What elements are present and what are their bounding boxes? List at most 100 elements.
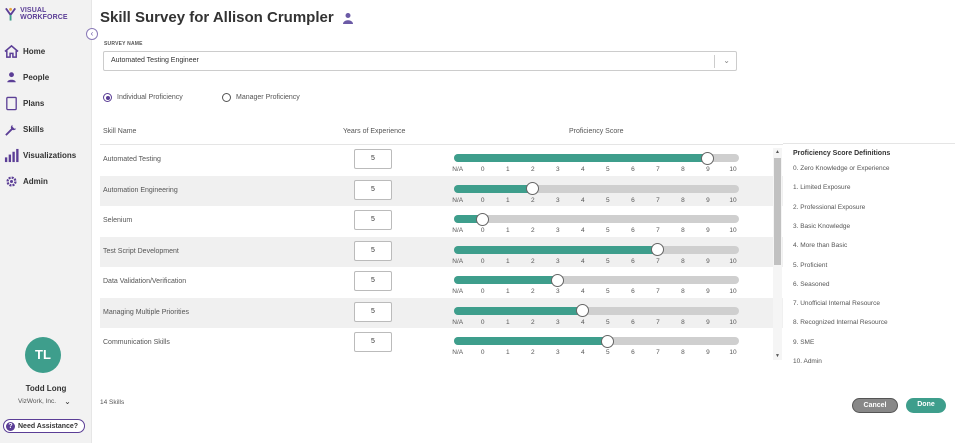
need-assistance-button[interactable]: ? Need Assistance? (3, 419, 85, 433)
proficiency-slider[interactable] (454, 212, 739, 226)
tick-label: 3 (556, 196, 560, 204)
skills-icon (5, 124, 17, 136)
tick-label: 6 (631, 166, 635, 173)
slider-track[interactable] (454, 306, 739, 315)
sidebar-item-visualizations[interactable]: Visualizations (0, 142, 92, 168)
slider-track[interactable] (454, 215, 739, 223)
survey-name-select[interactable]: Automated Testing Engineer ⌄ (103, 51, 737, 71)
tick-label: 4 (581, 288, 585, 295)
proficiency-slider[interactable] (454, 182, 739, 195)
tick-label: 5 (606, 257, 610, 265)
slider-thumb[interactable] (576, 304, 590, 317)
done-button[interactable]: Done (906, 398, 946, 413)
tick-label: 1 (505, 227, 510, 234)
tick-label: 7 (656, 227, 660, 234)
need-assistance-label: Need Assistance? (18, 422, 79, 430)
tick-label: 2 (530, 166, 535, 173)
tick-label: 5 (606, 318, 610, 326)
plans-icon (6, 96, 17, 110)
tick-label: 4 (581, 257, 585, 265)
scroll-down-icon[interactable]: ▼ (775, 353, 780, 359)
skill-name: Test Script Development (103, 247, 179, 255)
skill-name: Managing Multiple Priorities (103, 308, 189, 316)
years-experience-input[interactable]: 5 (354, 271, 392, 291)
tick-label: 9 (706, 166, 710, 173)
tick-label: 6 (631, 227, 635, 234)
sidebar-item-plans[interactable]: Plans (0, 90, 92, 116)
brand[interactable]: VISUAL WORKFORCE (4, 6, 91, 22)
collapse-sidebar-button[interactable]: ‹ (86, 28, 98, 40)
tick-label: 9 (706, 196, 710, 204)
survey-name-value: Automated Testing Engineer (111, 57, 199, 64)
tick-label: 0 (480, 257, 485, 265)
table-row: Data Validation/Verification 5 N/A 0 1 2 3 4 5 6 7… (100, 267, 783, 298)
definitions-title: Proficiency Score Definitions (793, 150, 891, 157)
years-experience-input[interactable]: 5 (354, 240, 392, 261)
slider-thumb[interactable] (476, 212, 490, 226)
tick-label: 0 (480, 166, 485, 173)
proficiency-slider[interactable] (454, 243, 739, 256)
tick-label: 4 (581, 227, 585, 234)
cancel-button[interactable]: Cancel (852, 398, 898, 413)
sidebar-item-home[interactable]: Home (0, 38, 92, 64)
org-selector[interactable]: VizWork, Inc. ⌄ (18, 397, 71, 406)
definition-item: 5. Proficient (793, 261, 828, 269)
definition-item: 3. Basic Knowledge (793, 222, 851, 230)
tick-label: 9 (706, 227, 710, 234)
skills-scrollbar[interactable]: ▲ ▼ (773, 148, 782, 360)
tick-label: 10 (729, 227, 737, 234)
table-row: Test Script Development 5 N/A 0 1 2 3 4 5 6 7 8 9 10 (100, 236, 783, 267)
tick-label: 7 (656, 349, 660, 356)
slider-thumb[interactable] (701, 151, 715, 165)
tick-label: 5 (606, 288, 610, 295)
sidebar-item-label: Skills (23, 124, 44, 134)
proficiency-slider[interactable] (454, 151, 739, 165)
tick-label: 6 (631, 257, 635, 265)
slider-thumb[interactable] (651, 243, 665, 256)
proficiency-slider[interactable] (454, 334, 739, 348)
proficiency-slider[interactable] (454, 273, 739, 287)
sidebar-item-people[interactable]: People (0, 64, 92, 90)
slider-track[interactable] (454, 276, 739, 284)
years-experience-input[interactable]: 5 (354, 332, 392, 352)
radio-manager-proficiency[interactable]: Manager Proficiency (222, 93, 300, 102)
tick-label: 0 (480, 196, 485, 204)
slider-track[interactable] (454, 184, 739, 193)
proficiency-slider[interactable] (454, 304, 739, 317)
tick-label: 3 (556, 318, 560, 326)
tick-label: 3 (556, 349, 560, 356)
radio-button[interactable] (222, 93, 231, 102)
slider-thumb[interactable] (601, 334, 615, 348)
years-experience-input[interactable]: 5 (354, 149, 392, 169)
table-row: Communication Skills 5 N/A 0 1 2 3 4 5 6 7 8 9 10 (100, 328, 783, 359)
tick-label: 6 (631, 288, 635, 295)
tick-label: 0 (480, 318, 485, 326)
table-row: Selenium 5 N/A 0 1 2 3 4 5 6 7 8 9 10 (100, 206, 783, 237)
slider-fill (454, 154, 710, 162)
years-experience-input[interactable]: 5 (354, 210, 392, 230)
definition-item: 7. Unofficial Internal Resource (793, 300, 880, 308)
definition-item: 10. Admin (793, 358, 822, 365)
years-experience-input[interactable]: 5 (354, 301, 392, 322)
tick-label: 0 (480, 227, 485, 234)
tick-label: 7 (656, 166, 660, 173)
radio-individual-proficiency[interactable]: Individual Proficiency (103, 93, 183, 102)
tick-label: N/A (452, 166, 464, 173)
skill-name: Selenium (103, 217, 133, 224)
table-row: Automation Engineering 5 N/A 0 1 2 3 4 5 6 7 8 9 10 (100, 175, 783, 206)
tick-label: 4 (581, 318, 585, 326)
tick-label: 2 (530, 318, 535, 326)
years-experience-input[interactable]: 5 (354, 179, 392, 200)
tick-label: N/A (452, 257, 464, 265)
radio-label: Individual Proficiency (117, 94, 183, 101)
sidebar-item-admin[interactable]: Admin (0, 168, 92, 194)
scroll-thumb[interactable] (774, 158, 781, 265)
slider-thumb[interactable] (526, 182, 540, 195)
slider-thumb[interactable] (551, 273, 565, 287)
table-row: Managing Multiple Priorities 5 N/A 0 1 2 3 4 5 6 7… (100, 297, 783, 328)
radio-button-checked[interactable] (103, 93, 112, 102)
scroll-up-icon[interactable]: ▲ (775, 149, 780, 155)
question-icon: ? (6, 421, 15, 431)
avatar[interactable]: TL (25, 337, 61, 373)
sidebar-item-skills[interactable]: Skills (0, 116, 92, 142)
